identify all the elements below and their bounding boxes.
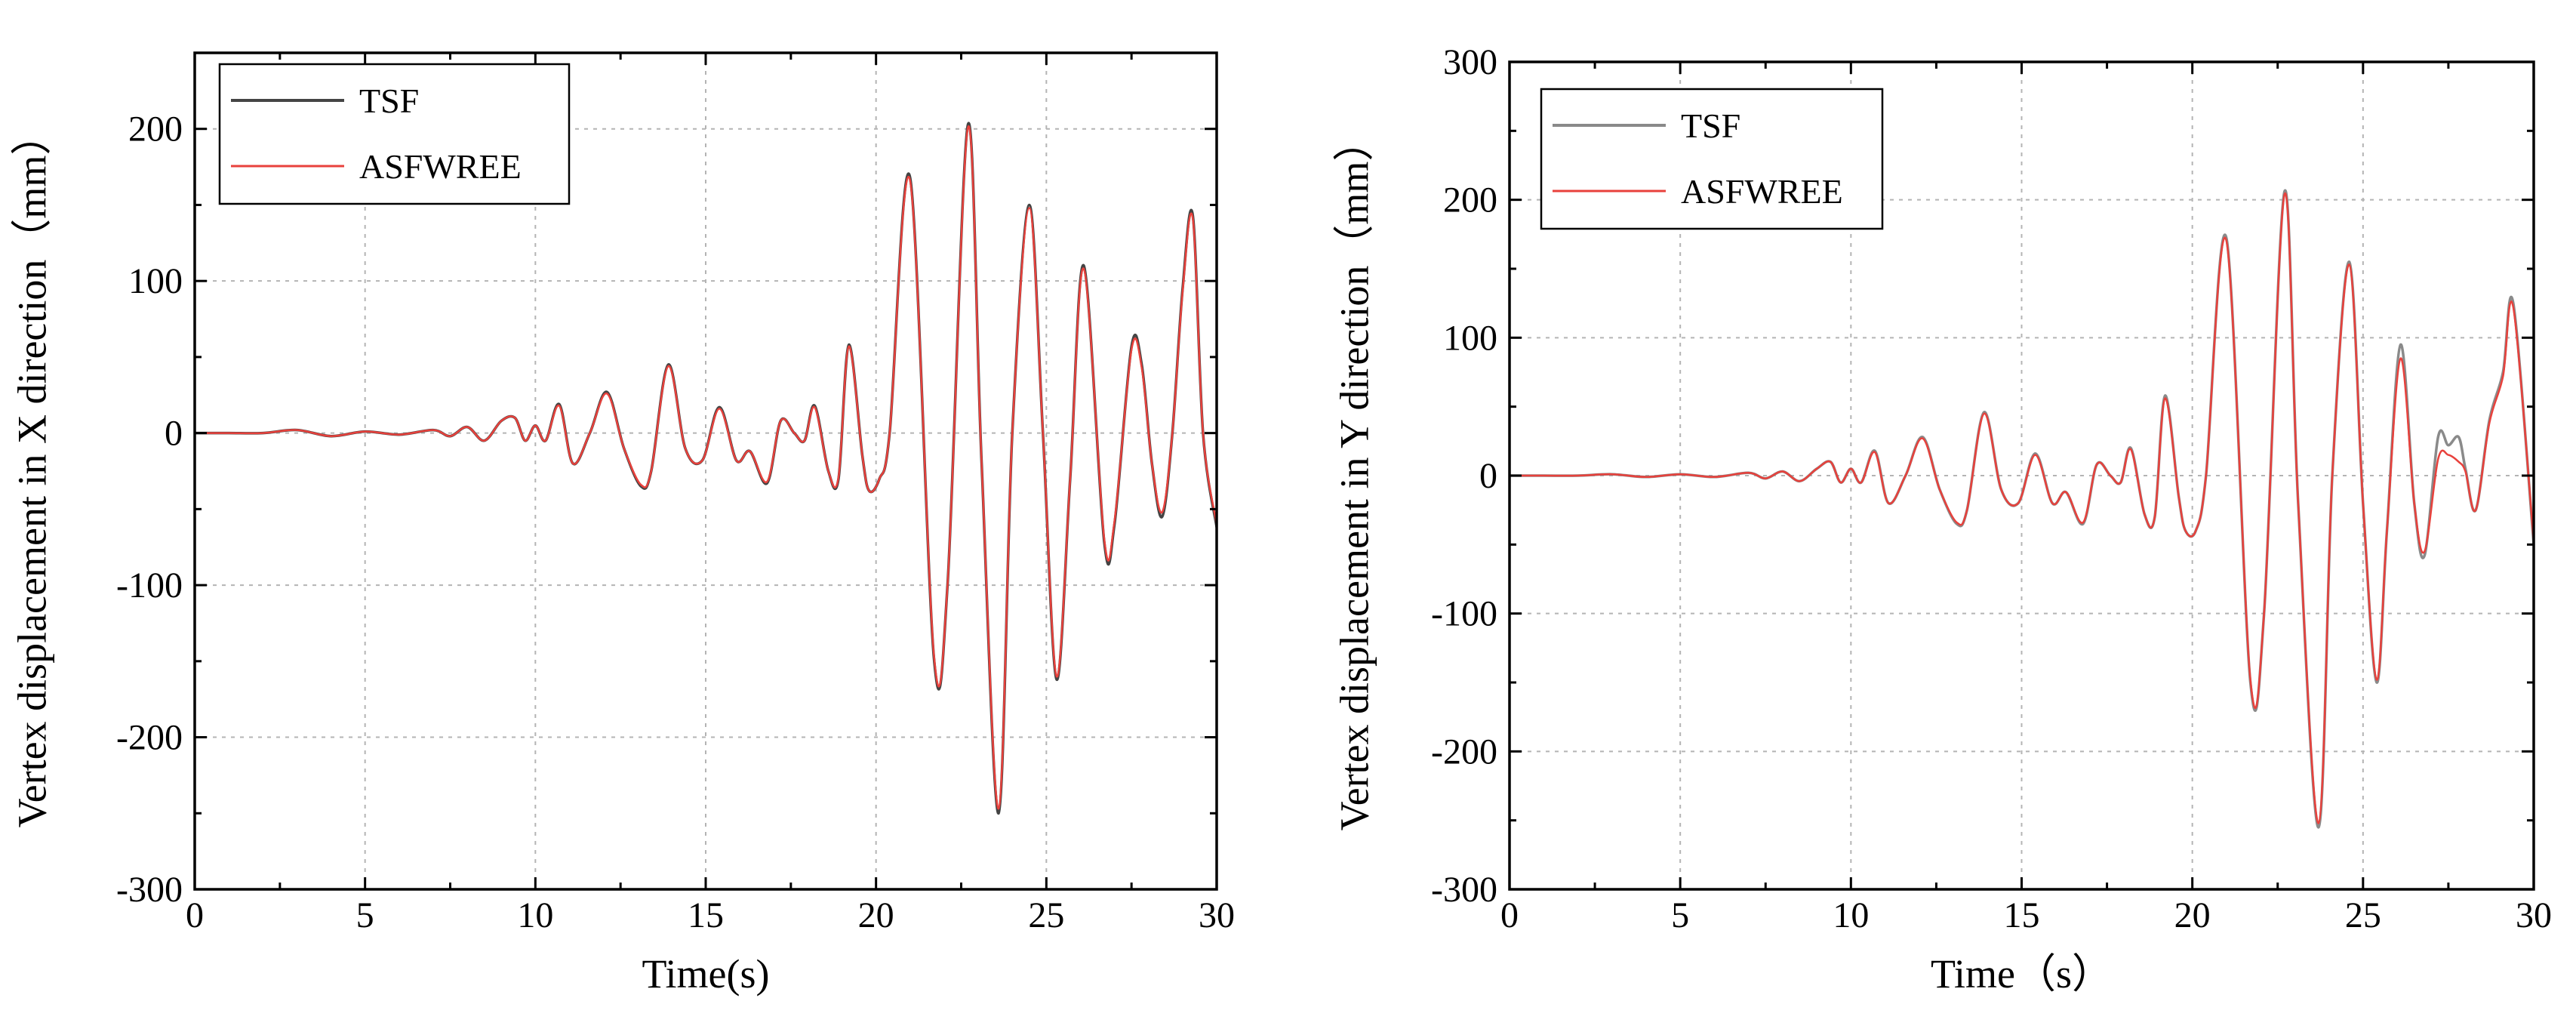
y-tick-label: 0 [165, 414, 183, 454]
legend-label-tsf: TSF [1681, 106, 1740, 145]
y-tick-label: 200 [128, 109, 183, 149]
x-tick-label: 5 [1671, 895, 1689, 935]
y-tick-label: 0 [1479, 456, 1497, 496]
y-tick-label: -100 [1431, 594, 1497, 634]
y-tick-label: -100 [116, 565, 183, 605]
y-tick-label: 300 [1443, 42, 1497, 82]
x-tick-label: 30 [2516, 895, 2552, 935]
x-tick-label: 25 [1028, 895, 1064, 935]
y-tick-label: 200 [1443, 180, 1497, 220]
legend: TSF ASFWREE [1540, 88, 1884, 230]
x-tick-label: 10 [517, 895, 553, 935]
legend-box [1540, 88, 1884, 230]
legend-label-asfwree: ASFWREE [359, 147, 522, 186]
legend: TSF ASFWREE [218, 63, 571, 205]
y-axis-title: Vertex displacement in X direction（mm） [9, 115, 54, 828]
legend-label-asfwree: ASFWREE [1681, 172, 1843, 211]
x-tick-label: 15 [688, 895, 724, 935]
x-tick-label: 20 [2174, 895, 2211, 935]
x-tick-label: 25 [2345, 895, 2381, 935]
series-line-asfwree [1510, 192, 2534, 824]
y-tick-label: -200 [116, 718, 183, 758]
left-chart: 0 5 10 15 20 25 30 -300 -200 -100 0 100 200 Time(s) Ve… [9, 51, 1235, 997]
x-tick-label: 10 [1833, 895, 1869, 935]
series-line-asfwree [195, 125, 1217, 810]
x-tick-label: 15 [2004, 895, 2040, 935]
x-tick-label: 0 [186, 895, 204, 935]
legend-box [218, 63, 571, 205]
legend-label-tsf: TSF [359, 82, 419, 120]
y-tick-label: 100 [1443, 318, 1497, 358]
x-tick-label: 30 [1199, 895, 1235, 935]
x-tick-label: 20 [858, 895, 894, 935]
x-axis-title: Time（s） [1931, 951, 2113, 997]
y-tick-label: -300 [1431, 870, 1497, 910]
x-tick-label: 0 [1500, 895, 1519, 935]
y-axis-title: Vertex displacement in Y direction（mm） [1331, 121, 1377, 831]
right-chart: 0 5 10 15 20 25 30 -300 -200 -100 0 100 200 300 Time（s… [1331, 42, 2552, 997]
x-axis-title: Time(s) [642, 951, 769, 997]
y-tick-label: 100 [128, 261, 183, 301]
x-tick-label: 5 [356, 895, 374, 935]
y-tick-label: -300 [116, 870, 183, 910]
y-tick-label: -200 [1431, 732, 1497, 772]
